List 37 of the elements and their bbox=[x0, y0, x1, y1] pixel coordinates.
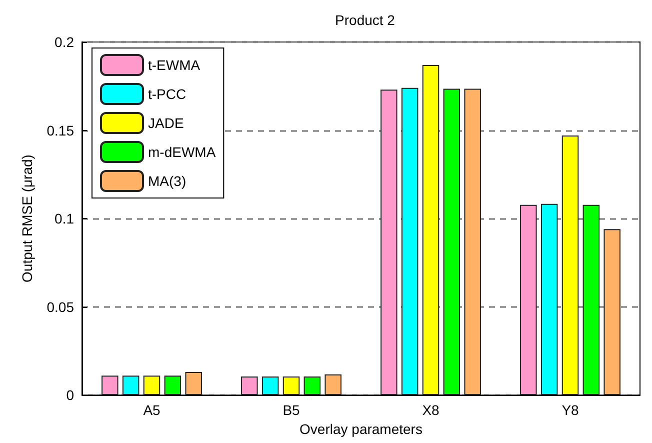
legend-label: t-PCC bbox=[148, 86, 186, 102]
bar bbox=[401, 88, 418, 395]
x-axis-title: Overlay parameters bbox=[300, 420, 422, 437]
y-axis-title: Output RMSE (μrad) bbox=[19, 154, 35, 282]
y-tick-label: 0.1 bbox=[54, 210, 74, 226]
y-tick-label: 0.05 bbox=[46, 298, 74, 315]
y-tick-label: 0 bbox=[66, 387, 74, 403]
bar bbox=[380, 90, 398, 395]
bar bbox=[143, 376, 160, 395]
bar bbox=[562, 136, 579, 395]
x-tick-label: X8 bbox=[422, 402, 440, 418]
bar bbox=[102, 376, 118, 395]
x-tick-label: Y8 bbox=[562, 402, 580, 418]
y-tick-label: 0.15 bbox=[46, 122, 74, 138]
y-tick-label: 0.2 bbox=[54, 34, 74, 50]
bar bbox=[540, 204, 558, 395]
x-tick-label: B5 bbox=[282, 402, 300, 418]
bar bbox=[122, 376, 140, 395]
x-tick-label: A5 bbox=[143, 402, 161, 418]
bar bbox=[443, 88, 460, 395]
legend-label: MA(3) bbox=[148, 173, 186, 189]
chart-title: Product 2 bbox=[335, 12, 396, 28]
bar bbox=[464, 88, 481, 395]
bar bbox=[262, 376, 279, 395]
legend-label: m-dEWMA bbox=[148, 144, 216, 160]
bar bbox=[241, 376, 258, 395]
bar bbox=[282, 376, 300, 395]
legend-label: t-EWMA bbox=[148, 57, 201, 73]
bar bbox=[304, 376, 321, 395]
bar bbox=[185, 372, 202, 395]
bar bbox=[520, 204, 537, 395]
bar bbox=[582, 204, 600, 395]
bar bbox=[164, 376, 182, 395]
legend-label: JADE bbox=[148, 115, 184, 131]
bar bbox=[604, 229, 620, 395]
bar bbox=[324, 374, 342, 395]
bar bbox=[422, 64, 440, 395]
